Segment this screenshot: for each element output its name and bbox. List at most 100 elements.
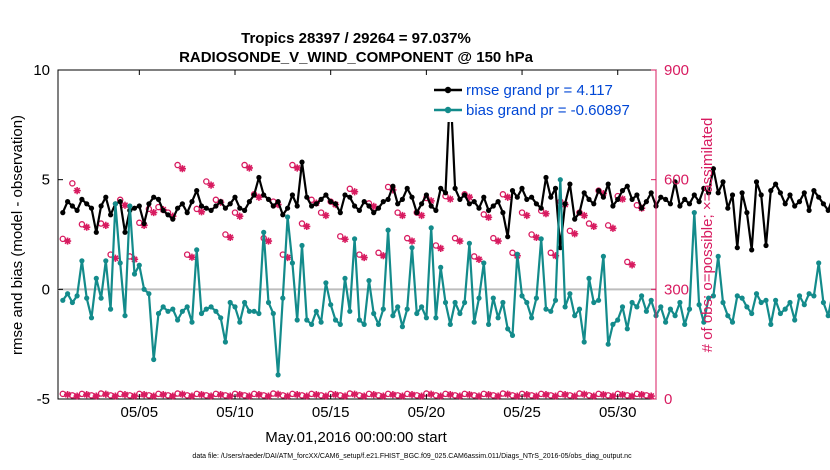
obs-assimilated-marker xyxy=(322,211,330,220)
obs-assimilated-marker xyxy=(580,211,588,220)
rmse-point xyxy=(624,183,630,189)
bias-point xyxy=(222,339,228,345)
rmse-point xyxy=(198,203,205,209)
obs-assimilated-marker xyxy=(73,392,81,400)
obs-assimilated-marker xyxy=(628,392,636,400)
bias-point xyxy=(280,295,286,301)
obs-assimilated-marker xyxy=(427,197,435,205)
y-left-tick-label: 5 xyxy=(42,172,50,189)
obs-assimilated-marker xyxy=(551,392,560,400)
rmse-point xyxy=(820,201,827,207)
bias-point xyxy=(399,324,405,330)
obs-assimilated-marker xyxy=(532,233,540,242)
obs-assimilated-marker xyxy=(417,211,426,220)
bias-point xyxy=(347,308,353,314)
rmse-point xyxy=(375,205,382,211)
rmse-point xyxy=(299,159,305,165)
rmse-point xyxy=(686,201,693,207)
obs-assimilated-marker xyxy=(609,224,617,232)
rmse-point xyxy=(390,183,396,189)
obs-assimilated-marker xyxy=(351,188,359,196)
rmse-point xyxy=(131,205,138,211)
bias-point xyxy=(524,299,530,306)
bias-point xyxy=(117,260,123,266)
rmse-point xyxy=(572,216,578,222)
bias-point xyxy=(146,291,152,297)
obs-assimilated-marker xyxy=(293,164,301,172)
legend-rmse-label: rmse grand pr = 4.117 xyxy=(466,82,613,99)
bias-point xyxy=(246,308,252,314)
rmse-point xyxy=(509,188,516,194)
obs-assimilated-marker xyxy=(121,391,129,399)
rmse-point xyxy=(222,205,228,211)
legend: rmse grand pr = 4.117 bias grand pr = -0… xyxy=(428,76,652,122)
rmse-point xyxy=(256,174,262,181)
rmse-point xyxy=(796,199,803,205)
obs-assimilated-marker xyxy=(590,222,598,231)
obs-assimilated-marker xyxy=(542,210,550,218)
bias-point xyxy=(265,299,272,306)
rmse-point xyxy=(179,201,185,207)
obs-assimilated-marker xyxy=(504,193,512,201)
rmse-point xyxy=(270,203,276,209)
bias-point xyxy=(514,251,520,257)
obs-assimilated-marker xyxy=(245,164,253,172)
rmse-point xyxy=(232,194,238,200)
obs-assimilated-marker xyxy=(437,392,445,400)
bias-point xyxy=(543,306,549,312)
rmse-point xyxy=(285,205,291,211)
bias-point xyxy=(189,319,195,325)
rmse-point xyxy=(481,194,487,200)
rmse-point xyxy=(715,190,721,196)
obs-possible-marker xyxy=(174,161,181,169)
bias-point xyxy=(328,302,334,308)
rmse-point xyxy=(165,212,171,218)
rmse-point xyxy=(643,199,650,205)
obs-assimilated-marker xyxy=(580,390,588,398)
bias-point xyxy=(98,295,104,301)
x-tick-label: 05/05 xyxy=(121,404,159,421)
bias-point xyxy=(667,306,674,312)
bias-point xyxy=(88,315,95,321)
bias-point xyxy=(122,313,128,319)
rmse-point xyxy=(457,196,463,202)
rmse-point xyxy=(371,210,377,216)
rmse-point xyxy=(347,194,353,200)
obs-assimilated-marker xyxy=(590,392,598,400)
rmse-point xyxy=(787,192,793,198)
bias-point xyxy=(227,299,233,306)
bias-point xyxy=(242,299,248,306)
bias-point xyxy=(390,313,396,319)
bias-point xyxy=(619,304,626,310)
bias-point xyxy=(624,326,630,332)
rmse-point xyxy=(160,207,166,213)
rmse-point xyxy=(629,196,635,202)
obs-assimilated-marker xyxy=(188,253,196,261)
obs-assimilated-marker xyxy=(169,212,177,220)
rmse-point xyxy=(399,196,405,202)
rmse-point xyxy=(265,196,272,202)
rmse-point xyxy=(423,192,429,198)
rmse-point xyxy=(529,194,535,200)
chart-title-line1: Tropics 28397 / 29264 = 97.037% xyxy=(241,30,471,47)
obs-assimilated-marker xyxy=(140,391,148,399)
bias-point xyxy=(739,295,745,301)
rmse-point xyxy=(533,201,540,207)
rmse-point xyxy=(442,190,449,196)
obs-assimilated-marker xyxy=(465,391,474,399)
bias-point xyxy=(682,321,688,327)
obs-assimilated-marker xyxy=(83,391,91,399)
obs-assimilated-marker xyxy=(513,392,521,400)
x-tick-label: 05/25 xyxy=(503,404,541,421)
rmse-point xyxy=(380,199,386,205)
rmse-point xyxy=(763,242,769,249)
bias-point xyxy=(773,297,779,303)
obs-assimilated-marker xyxy=(504,390,512,398)
bias-point xyxy=(385,227,391,233)
bias-point xyxy=(313,308,319,314)
rmse-point xyxy=(275,199,281,205)
rmse-point xyxy=(419,201,425,207)
bias-point xyxy=(749,310,755,317)
bias-point xyxy=(576,306,583,312)
